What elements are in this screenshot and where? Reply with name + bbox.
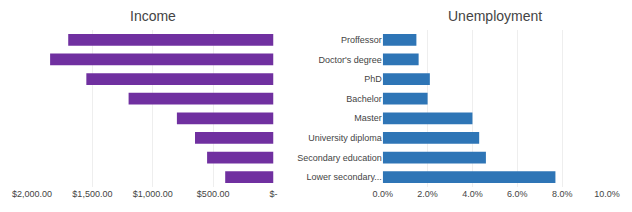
svg-text:$-: $- [269, 189, 277, 199]
svg-text:6.0%: 6.0% [507, 189, 528, 199]
svg-text:4.0%: 4.0% [462, 189, 483, 199]
svg-text:0.0%: 0.0% [372, 189, 393, 199]
svg-text:Proffessor: Proffessor [341, 35, 382, 45]
svg-text:8.0%: 8.0% [552, 189, 573, 199]
svg-text:PhD: PhD [364, 74, 382, 84]
svg-text:Unemployment: Unemployment [448, 8, 542, 24]
svg-text:$500.00: $500.00 [197, 189, 230, 199]
svg-text:Bachelor: Bachelor [346, 94, 382, 104]
svg-text:2.0%: 2.0% [417, 189, 438, 199]
svg-text:Doctor's degree: Doctor's degree [318, 55, 381, 65]
svg-text:Master: Master [354, 113, 382, 123]
svg-text:Secondary education: Secondary education [297, 153, 382, 163]
svg-text:Lower secondary...: Lower secondary... [306, 172, 381, 182]
svg-text:10.0%: 10.0% [594, 189, 620, 199]
svg-text:$1,500.00: $1,500.00 [72, 189, 112, 199]
svg-text:$2,000.00: $2,000.00 [12, 189, 52, 199]
svg-text:Income: Income [130, 8, 176, 24]
svg-text:University diploma: University diploma [308, 133, 382, 143]
svg-text:$1,000.00: $1,000.00 [133, 189, 173, 199]
